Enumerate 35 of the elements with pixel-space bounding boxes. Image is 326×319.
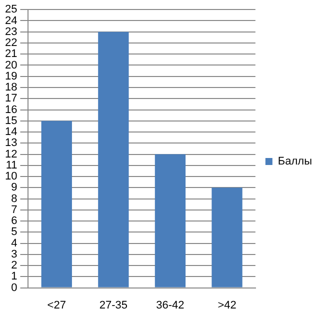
y-tick-label: 24 [4,14,18,27]
y-tick-label: 2 [11,260,18,272]
y-tick-label: 10 [4,170,18,183]
x-tick-label: <27 [47,299,66,312]
y-tick-label: 21 [4,48,18,60]
y-tick-label: 9 [11,182,18,194]
x-tick-label: >42 [218,299,236,312]
y-tick-label: 19 [4,70,18,82]
y-tick-label: 18 [4,82,18,94]
y-tick-label: 1 [11,270,18,283]
y-tick-label: 8 [11,192,18,205]
y-tick-label: 17 [4,92,18,105]
y-tick-label: 14 [4,126,18,138]
bar [98,32,129,288]
y-tick-label: 11 [6,159,18,172]
y-tick-label: 13 [4,137,18,150]
bar [154,154,186,288]
y-tick-label: 16 [4,104,18,116]
y-tick-label: 12 [4,148,18,160]
y-tick-label: 7 [11,204,18,216]
y-tick-label: 20 [4,59,18,72]
y-tick-label: 3 [11,248,18,260]
y-tick-label: 15 [4,114,18,127]
y-tick-label: 6 [11,215,18,228]
y-tick-label: 22 [4,37,18,50]
x-tick-label: 36-42 [156,299,184,312]
bar [212,188,242,288]
y-tick-label: 25 [4,4,18,16]
y-tick-label: 5 [11,226,18,238]
y-tick-label: 4 [11,237,18,250]
y-tick-label: 23 [4,26,18,38]
legend-label: Баллы [278,156,312,168]
y-tick-label: 0 [11,282,18,294]
bar [41,120,72,288]
x-tick-label: 27-35 [99,299,128,312]
